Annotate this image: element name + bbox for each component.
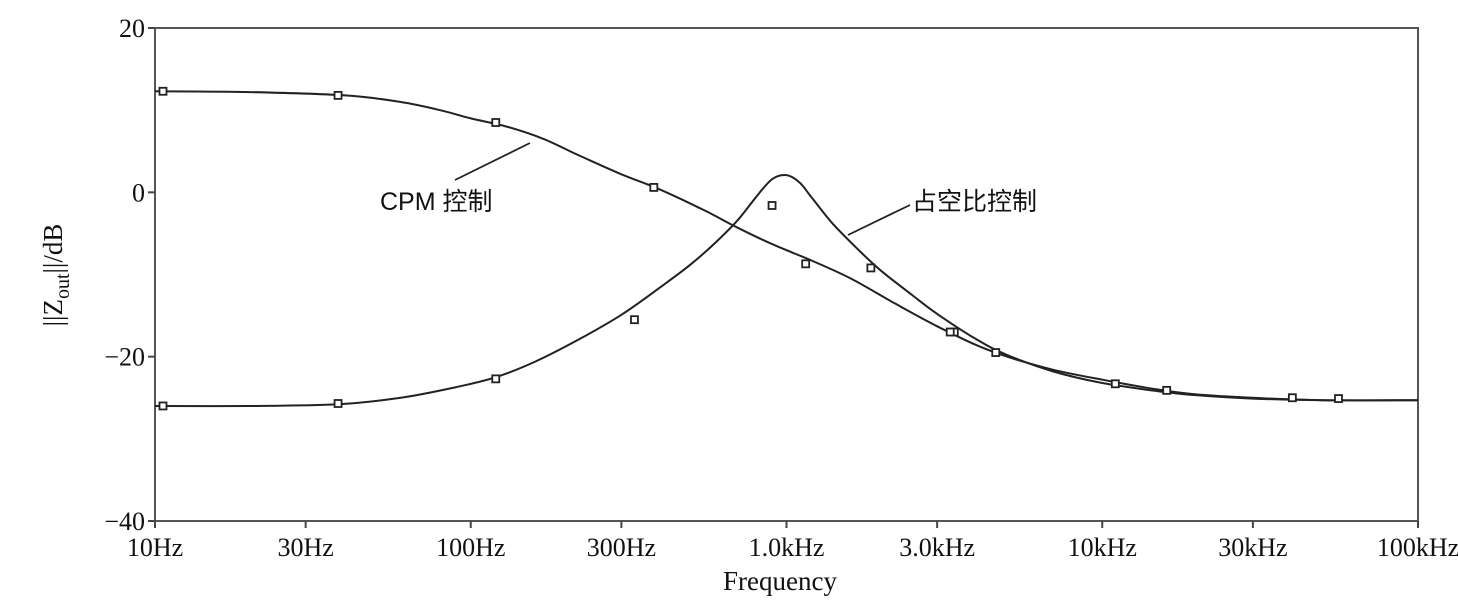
data-point-marker bbox=[866, 263, 876, 273]
data-point-marker bbox=[630, 315, 639, 325]
x-axis-ticks: 10Hz 30Hz 100Hz 300Hz 1.0kHz 3.0kHz 10kHz 30kHz… bbox=[127, 521, 1458, 562]
annotation-leader-line bbox=[454, 142, 531, 181]
marker-layer bbox=[158, 86, 1343, 411]
data-point-marker bbox=[333, 399, 343, 408]
y-axis-title: ||Zout||/dB bbox=[38, 224, 74, 327]
plot-area bbox=[154, 27, 1419, 522]
y-axis-title-post: ||/dB bbox=[38, 224, 68, 274]
data-point-marker bbox=[158, 401, 168, 411]
data-point-marker bbox=[801, 259, 811, 269]
data-point-marker bbox=[1287, 393, 1297, 403]
x-tick-label: 10Hz bbox=[127, 533, 183, 562]
x-tick-label: 100Hz bbox=[436, 533, 505, 562]
y-axis-title-pre: ||Z bbox=[38, 299, 68, 326]
y-tick-label: −40 bbox=[104, 507, 145, 536]
annotation-label: 占空比控制 bbox=[912, 188, 1037, 216]
data-point-marker bbox=[491, 374, 501, 384]
y-axis-ticks: 20 0 −20 −40 bbox=[104, 14, 155, 536]
data-point-marker bbox=[1110, 379, 1120, 389]
data-point-marker bbox=[1334, 394, 1343, 403]
data-point-marker bbox=[991, 348, 1001, 357]
annotation-leader-line bbox=[847, 204, 911, 236]
data-point-marker bbox=[158, 86, 168, 96]
x-tick-label: 300Hz bbox=[587, 533, 656, 562]
y-axis-title-sub: out bbox=[52, 273, 74, 299]
data-point-marker bbox=[649, 183, 659, 192]
y-tick-label: 20 bbox=[119, 14, 145, 43]
x-tick-label: 3.0kHz bbox=[899, 533, 975, 562]
x-axis-title: Frequency bbox=[723, 566, 837, 596]
data-point-marker bbox=[491, 118, 501, 127]
annotation-label: CPM 控制 bbox=[380, 188, 493, 216]
x-tick-label: 100kHz bbox=[1377, 533, 1458, 562]
annotation-layer: CPM 控制 占空比控制 bbox=[380, 142, 1037, 236]
data-point-marker bbox=[1162, 385, 1172, 395]
data-point-marker bbox=[333, 90, 343, 100]
data-point-marker bbox=[945, 327, 955, 337]
x-tick-label: 1.0kHz bbox=[749, 533, 825, 562]
x-tick-label: 30Hz bbox=[277, 533, 333, 562]
x-tick-label: 10kHz bbox=[1068, 533, 1137, 562]
data-point-marker bbox=[767, 201, 777, 210]
y-tick-label: 0 bbox=[132, 178, 145, 207]
series-line-0 bbox=[154, 90, 1419, 402]
y-tick-label: −20 bbox=[104, 343, 145, 372]
x-tick-label: 30kHz bbox=[1218, 533, 1287, 562]
